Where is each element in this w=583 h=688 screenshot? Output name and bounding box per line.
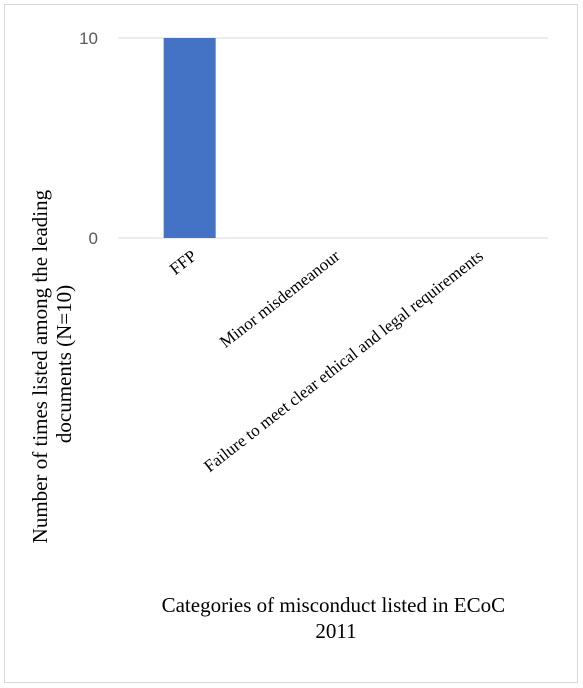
- y-tick-label: 10: [79, 29, 98, 48]
- y-axis-title: Number of times listed among the leading…: [28, 185, 76, 544]
- x-tick-label: FFP: [166, 246, 200, 278]
- y-axis-title-line-2: documents (N=10): [52, 285, 76, 443]
- x-axis-title: Categories of misconduct listed in ECoC …: [162, 593, 511, 643]
- y-tick-label: 0: [89, 229, 98, 248]
- x-tick-label: Failure to meet clear ethical and legal …: [200, 246, 487, 476]
- y-tick-labels: 0 10: [79, 29, 98, 248]
- x-axis-title-line-2: 2011: [315, 619, 356, 643]
- x-axis-title-line-1: Categories of misconduct listed in ECoC: [162, 593, 506, 617]
- bars: [163, 38, 216, 238]
- x-tick-label: Minor misdemeanour: [216, 246, 344, 352]
- chart-frame: [4, 4, 578, 683]
- y-axis-title-line-1: Number of times listed among the leading: [28, 189, 52, 543]
- bar: [163, 38, 216, 238]
